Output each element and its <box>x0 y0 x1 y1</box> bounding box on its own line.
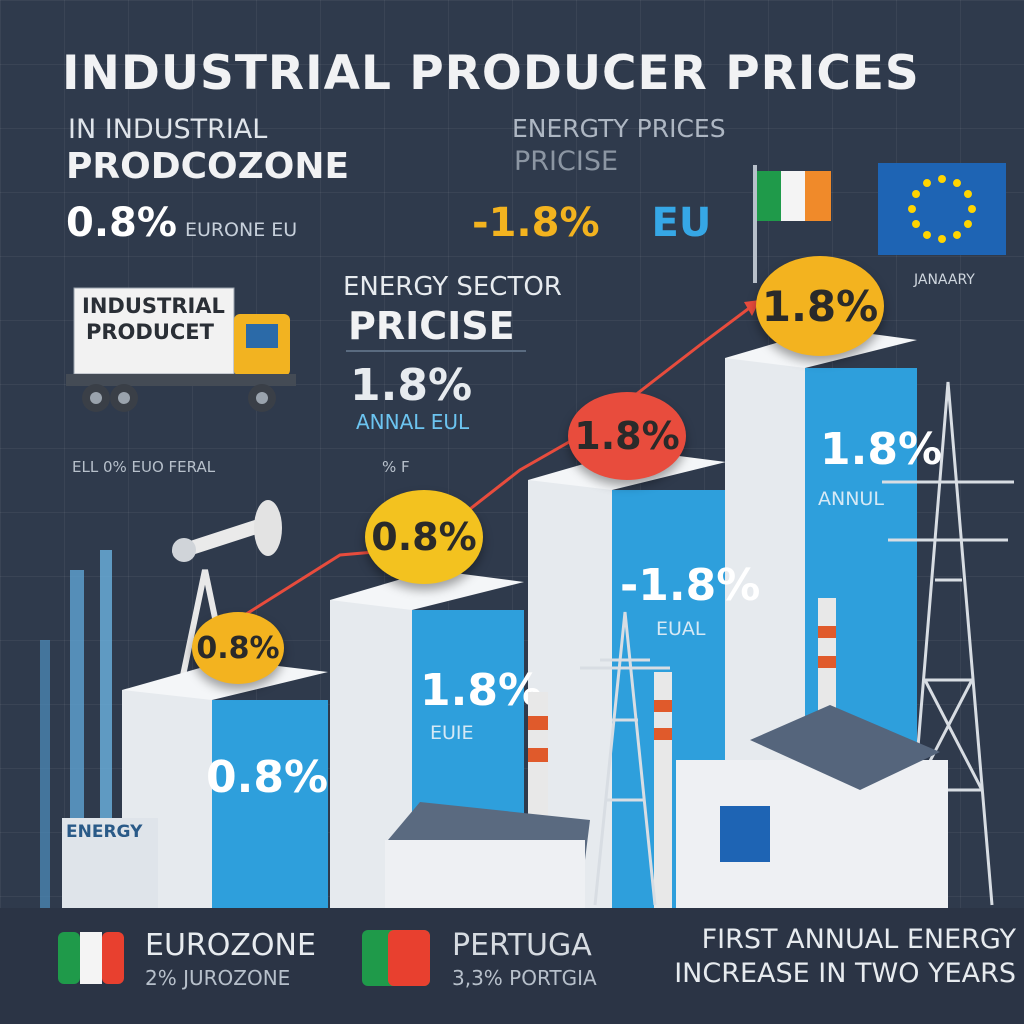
flag-date-label: JANAARY <box>914 272 975 288</box>
mid-mid-label: % F <box>382 458 410 476</box>
eu-star-icon <box>908 205 916 213</box>
energy-sector-subheading: PRICISE <box>348 304 515 348</box>
eu-star-icon <box>938 175 946 183</box>
truck-icon <box>66 287 296 412</box>
top-left-sub: EURONE EU <box>184 219 298 241</box>
top-left-value: 0.8% <box>66 200 177 246</box>
top-mid-heading: ENERGTY PRICES <box>512 114 726 143</box>
top-mid-stat: -1.8% EU <box>472 200 711 246</box>
eu-star-icon <box>912 220 921 228</box>
top-left-heading: IN INDUSTRIAL <box>68 114 268 145</box>
divider <box>346 350 526 352</box>
bar-2-value: 1.8% <box>420 665 543 716</box>
energy-sector-value: 1.8% <box>350 360 473 411</box>
bar-2-sub: EUIE <box>430 722 474 744</box>
eu-star-icon <box>923 179 931 188</box>
top-mid-subheading: PRICISE <box>514 146 619 177</box>
eu-star-icon <box>963 220 972 228</box>
irish-flag-icon <box>753 165 831 283</box>
bar-4-sub: ANNUL <box>818 488 884 510</box>
bar-1-value: 0.8% <box>206 752 329 803</box>
eu-star-icon <box>923 230 931 239</box>
energy-sector-sub: ANNAL EUL <box>356 410 470 434</box>
bar-4-ball: 1.8% <box>756 256 884 356</box>
footer-right-line1: FIRST ANNUAL ENERGY <box>701 924 1016 955</box>
top-left-stat: 0.8% EURONE EU <box>66 200 297 246</box>
top-left-subheading: PRODCOZONE <box>66 146 350 187</box>
eu-star-icon <box>953 179 961 188</box>
bar-3-sub: EUAL <box>656 618 706 640</box>
building-sign: ENERGY <box>66 822 143 842</box>
footer-mid-title: PERTUGA <box>452 928 592 963</box>
eu-star-icon <box>912 190 921 198</box>
eu-star-icon <box>963 190 972 198</box>
truck-sign-line2: PRODUCET <box>86 320 214 344</box>
bar-3-ball: 1.8% <box>568 392 686 480</box>
energy-sector-heading: ENERGY SECTOR <box>343 272 562 302</box>
page-title: INDUSTRIAL PRODUCER PRICES <box>62 46 920 101</box>
bar-4-value: 1.8% <box>820 424 943 475</box>
bar-1 <box>122 660 328 910</box>
eu-star-icon <box>953 230 961 239</box>
eu-flag-icon <box>878 163 1006 255</box>
footer-right-line2: INCREASE IN TWO YEARS <box>674 958 1016 989</box>
top-mid-value: -1.8% <box>472 200 600 246</box>
truck-sign-line1: INDUSTRIAL <box>82 294 225 318</box>
eu-star-icon <box>938 235 946 243</box>
bar-1-ball: 0.8% <box>192 612 284 684</box>
mid-left-label: ELL 0% EUO FERAL <box>72 458 216 476</box>
portugal-flag-icon <box>362 930 430 986</box>
footer-left-title: EUROZONE <box>145 928 316 963</box>
eu-star-icon <box>968 205 976 213</box>
footer-left-sub: 2% JUROZONE <box>145 966 291 990</box>
bar-3-value: -1.8% <box>620 560 761 611</box>
footer-mid-sub: 3,3% PORTGIA <box>452 966 597 990</box>
bar-2-ball: 0.8% <box>365 490 483 584</box>
italy-flag-icon <box>58 932 124 984</box>
top-mid-region: EU <box>651 200 712 246</box>
footer <box>0 908 1024 1024</box>
